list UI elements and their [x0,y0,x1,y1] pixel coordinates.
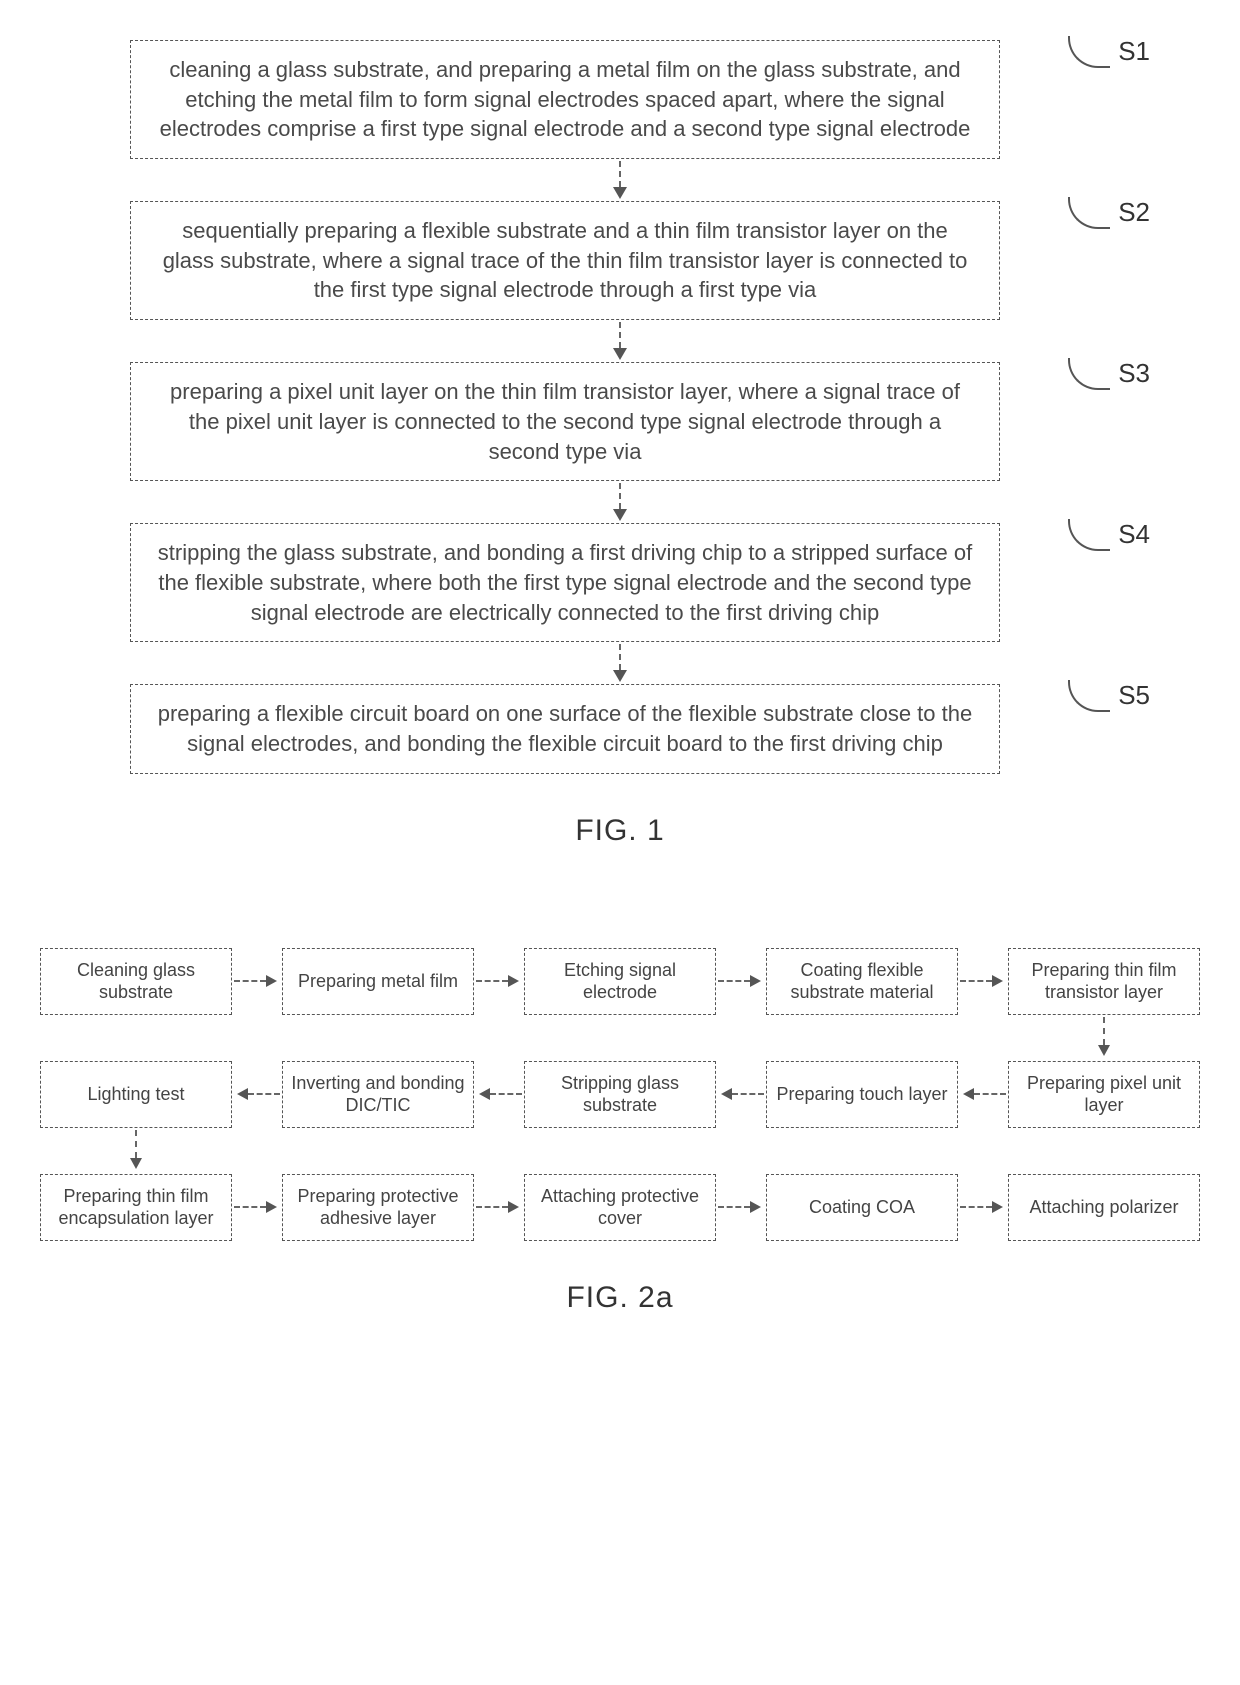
step-s5-box: preparing a flexible circuit board on on… [130,684,1000,773]
step-s1-box: cleaning a glass substrate, and preparin… [130,40,1000,159]
node-preparing-encapsulation-layer: Preparing thin film encapsulation layer [40,1174,232,1241]
step-s3-box: preparing a pixel unit layer on the thin… [130,362,1000,481]
node-inverting-bonding-dic-tic: Inverting and bonding DIC/TIC [282,1061,474,1128]
node-attaching-polarizer: Attaching polarizer [1008,1174,1200,1241]
step-s3-row: preparing a pixel unit layer on the thin… [130,362,1110,481]
node-preparing-metal-film: Preparing metal film [282,948,474,1015]
arrow-right-icon [476,1201,519,1213]
step-s2-row: sequentially preparing a flexible substr… [130,201,1110,320]
node-preparing-pixel-unit-layer: Preparing pixel unit layer [1008,1061,1200,1128]
step-s2-label: S2 [1118,197,1150,228]
node-coating-coa: Coating COA [766,1174,958,1241]
fig2a-grid: Cleaning glass substrate Preparing metal… [40,948,1200,1241]
node-preparing-tft-layer: Preparing thin film transistor layer [1008,948,1200,1015]
arrow-right-icon [960,1201,1003,1213]
step-s2-box: sequentially preparing a flexible substr… [130,201,1000,320]
arrow-left-icon [237,1088,280,1100]
node-coating-flexible-substrate: Coating flexible substrate material [766,948,958,1015]
arrow-down-icon [613,159,627,201]
arrow-left-icon [721,1088,764,1100]
arrow-right-icon [234,1201,277,1213]
arrow-right-icon [960,975,1003,987]
step-s5-label: S5 [1118,680,1150,711]
node-cleaning-glass: Cleaning glass substrate [40,948,232,1015]
fig2a-flowchart: Cleaning glass substrate Preparing metal… [40,948,1200,1315]
step-s1-row: cleaning a glass substrate, and preparin… [130,40,1110,159]
step-s4-row: stripping the glass substrate, and bondi… [130,523,1110,642]
arrow-down-icon [613,481,627,523]
node-lighting-test: Lighting test [40,1061,232,1128]
arrow-left-icon [479,1088,522,1100]
arrow-right-icon [718,1201,761,1213]
arrow-down-icon [1098,1017,1110,1056]
step-s1-label: S1 [1118,36,1150,67]
step-s3-label: S3 [1118,358,1150,389]
node-attaching-protective-cover: Attaching protective cover [524,1174,716,1241]
arrow-left-icon [963,1088,1006,1100]
arrow-right-icon [234,975,277,987]
arrow-right-icon [476,975,519,987]
node-preparing-protective-adhesive: Preparing protective adhesive layer [282,1174,474,1241]
node-stripping-glass-substrate: Stripping glass substrate [524,1061,716,1128]
arrow-right-icon [718,975,761,987]
fig1-flowchart: cleaning a glass substrate, and preparin… [130,40,1110,848]
arrow-down-icon [130,1130,142,1169]
node-etching-signal-electrode: Etching signal electrode [524,948,716,1015]
node-preparing-touch-layer: Preparing touch layer [766,1061,958,1128]
step-s4-label: S4 [1118,519,1150,550]
arrow-down-icon [613,320,627,362]
step-s5-row: preparing a flexible circuit board on on… [130,684,1110,773]
fig1-caption: FIG. 1 [575,814,664,848]
fig2a-caption: FIG. 2a [40,1281,1200,1315]
step-s4-box: stripping the glass substrate, and bondi… [130,523,1000,642]
arrow-down-icon [613,642,627,684]
